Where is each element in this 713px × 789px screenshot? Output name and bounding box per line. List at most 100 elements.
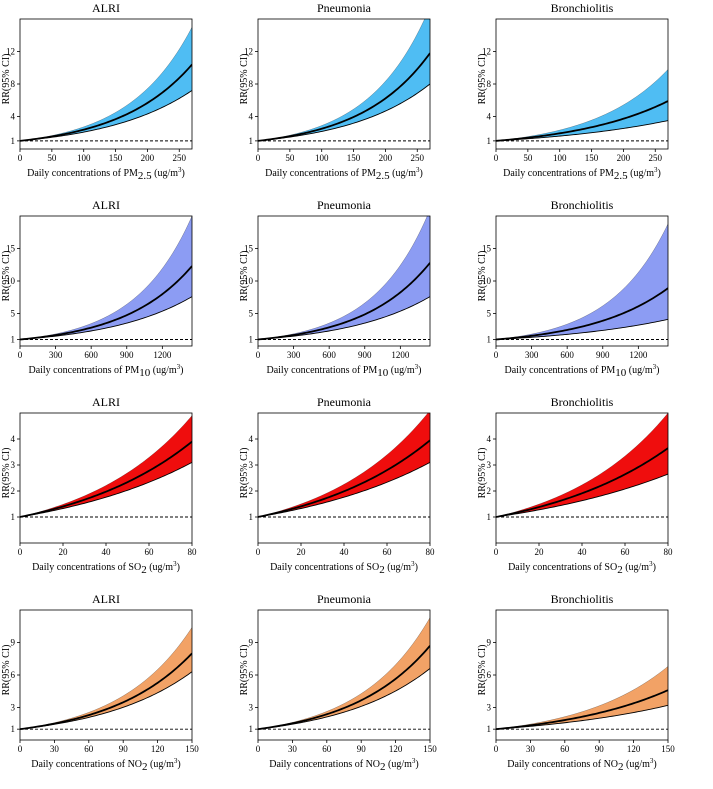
x-tick-label: 600 [560, 350, 574, 360]
y-tick-label: 10 [244, 276, 254, 286]
x-tick-label: 80 [664, 547, 674, 557]
ci-band [20, 27, 192, 141]
y-tick-label: 15 [244, 244, 254, 254]
chart-svg: 0 50 100 150 200 250 1 4 8 12 Bronchiolitis RR(95% … [477, 1, 669, 182]
x-tick-label: 40 [102, 547, 112, 557]
panel-1: 0 50 100 150 200 250 1 4 8 12 ALRI RR(95% CI) Daily … [0, 0, 237, 197]
chart-title: Pneumonia [317, 1, 372, 15]
y-axis-label: RR(95% CI) [477, 54, 488, 105]
y-axis-label: RR(95% CI) [477, 251, 488, 302]
rr-line [258, 645, 430, 731]
x-tick-label: 80 [188, 547, 198, 557]
ci-lower-line [20, 462, 192, 518]
x-tick-label: 1200 [629, 350, 648, 360]
x-tick-label: 0 [256, 744, 261, 754]
chart-title: Pneumonia [317, 198, 372, 212]
chart-svg: 0 50 100 150 200 250 1 4 8 12 Pneumonia RR(95% CI) D… [239, 1, 431, 182]
x-axis-label: Daily concentrations of SO2 (ug/m3) [270, 560, 418, 576]
y-tick-label: 6 [487, 670, 492, 680]
chart-title: Bronchiolitis [551, 592, 614, 606]
y-tick-label: 6 [11, 670, 16, 680]
ci-band [258, 19, 430, 141]
x-axis-label: Daily concentrations of PM10 (ug/m3) [28, 363, 183, 379]
y-tick-label: 10 [482, 276, 492, 286]
rr-line [496, 100, 668, 142]
ci-upper-line [496, 223, 668, 340]
y-tick-label: 12 [482, 47, 491, 57]
x-tick-label: 900 [596, 350, 610, 360]
x-tick-label: 50 [523, 153, 533, 163]
x-axis-label: Daily concentrations of PM2.5 (ug/m3) [27, 166, 185, 182]
x-tick-label: 0 [494, 350, 499, 360]
x-tick-label: 250 [173, 153, 187, 163]
ci-band [496, 666, 668, 730]
x-tick-label: 60 [560, 744, 570, 754]
x-tick-label: 40 [340, 547, 350, 557]
y-axis-label: RR(95% CI) [239, 448, 250, 499]
chart-svg: 0 30 60 90 120 150 1 3 6 9 Bronchiolitis RR(95% CI)… [477, 592, 675, 773]
chart-title: Bronchiolitis [551, 1, 614, 15]
y-tick-label: 10 [6, 276, 16, 286]
panel-12: 0 30 60 90 120 150 1 3 6 9 Bronchiolitis RR(95% CI)… [476, 591, 713, 788]
x-tick-label: 250 [649, 153, 663, 163]
x-tick-label: 300 [287, 350, 301, 360]
y-tick-label: 8 [249, 79, 254, 89]
y-tick-label: 12 [244, 47, 253, 57]
x-tick-label: 200 [141, 153, 155, 163]
x-tick-label: 300 [525, 350, 539, 360]
y-tick-label: 3 [11, 703, 16, 713]
y-tick-label: 2 [11, 486, 16, 496]
chart-title: Pneumonia [317, 592, 372, 606]
x-tick-label: 100 [77, 153, 91, 163]
y-tick-label: 5 [249, 309, 254, 319]
y-axis-label: RR(95% CI) [239, 54, 250, 105]
chart-title: ALRI [92, 1, 120, 15]
panel-2: 0 50 100 150 200 250 1 4 8 12 Pneumonia RR(95% CI) D… [238, 0, 475, 197]
x-tick-label: 0 [494, 744, 499, 754]
x-axis-label: Daily concentrations of NO2 (ug/m3) [269, 757, 419, 773]
y-tick-label: 1 [487, 512, 492, 522]
y-tick-label: 4 [11, 112, 16, 122]
x-tick-label: 150 [585, 153, 599, 163]
x-tick-label: 20 [297, 547, 307, 557]
y-tick-label: 1 [487, 724, 492, 734]
x-tick-label: 60 [145, 547, 155, 557]
y-tick-label: 8 [487, 79, 492, 89]
chart-svg: 0 30 60 90 120 150 1 3 6 9 Pneumonia RR(95% CI) Dail… [239, 592, 437, 773]
x-tick-label: 0 [256, 153, 261, 163]
ci-band [258, 413, 430, 517]
x-tick-label: 600 [84, 350, 98, 360]
y-tick-label: 4 [249, 434, 254, 444]
rr-line [20, 440, 192, 518]
y-tick-label: 1 [249, 335, 254, 345]
y-tick-label: 5 [487, 309, 492, 319]
y-tick-label: 12 [6, 47, 15, 57]
panel-5: 0 300 600 900 1200 1 5 10 15 Pneumonia RR(95% CI) D… [238, 197, 475, 394]
x-tick-label: 0 [494, 153, 499, 163]
y-axis-label: RR(95% CI) [239, 251, 250, 302]
x-tick-label: 20 [59, 547, 69, 557]
y-tick-label: 1 [249, 512, 254, 522]
x-tick-label: 900 [120, 350, 134, 360]
rr-line [496, 447, 668, 518]
y-tick-label: 6 [249, 670, 254, 680]
plot-frame [257, 412, 431, 544]
chart-svg: 0 50 100 150 200 250 1 4 8 12 ALRI RR(95% CI) Daily … [1, 1, 193, 182]
y-tick-label: 1 [487, 335, 492, 345]
x-tick-label: 60 [383, 547, 393, 557]
x-tick-label: 150 [109, 153, 123, 163]
x-tick-label: 60 [322, 744, 332, 754]
x-tick-label: 200 [617, 153, 631, 163]
ci-upper-line [496, 69, 668, 142]
chart-title: Bronchiolitis [551, 395, 614, 409]
ci-upper-line [258, 413, 429, 518]
chart-title: Bronchiolitis [551, 198, 614, 212]
y-tick-label: 1 [11, 136, 16, 146]
y-tick-label: 3 [249, 460, 254, 470]
chart-svg: 0 20 40 60 80 1 2 3 4 Pneumonia RR(95% CI) Daily co… [239, 395, 435, 576]
rr-line [20, 63, 192, 142]
ci-band [20, 216, 192, 340]
ci-band [496, 413, 668, 517]
x-tick-label: 120 [627, 744, 641, 754]
